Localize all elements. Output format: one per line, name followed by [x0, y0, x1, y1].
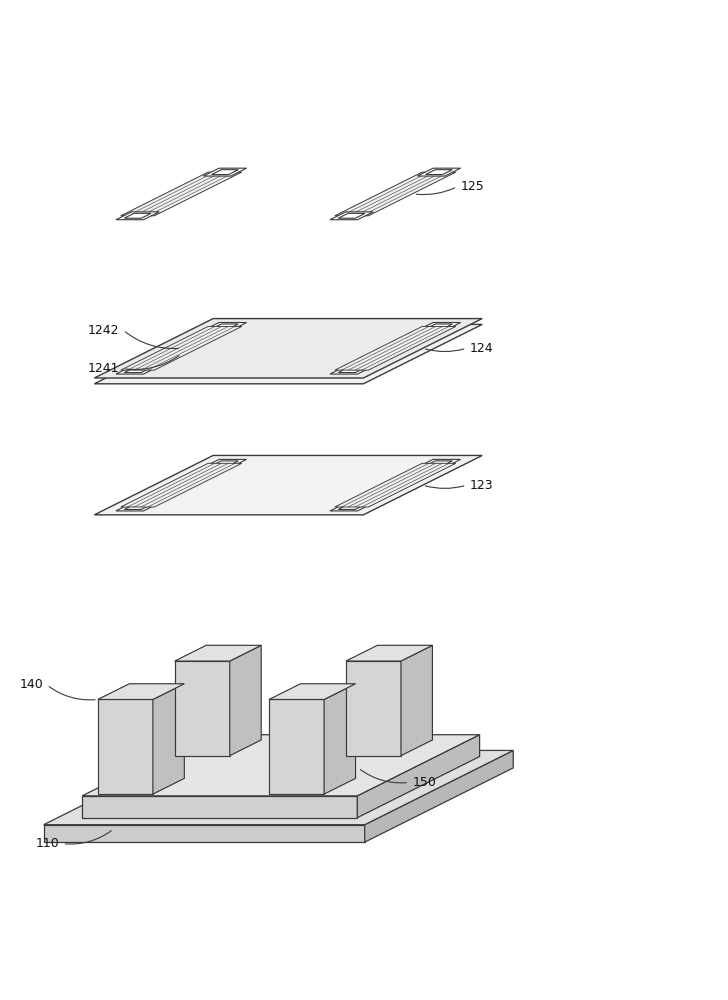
Polygon shape: [121, 326, 242, 370]
Polygon shape: [426, 461, 452, 466]
Polygon shape: [121, 172, 242, 216]
Polygon shape: [330, 366, 373, 374]
Text: 110: 110: [35, 837, 59, 850]
Polygon shape: [203, 459, 247, 467]
Polygon shape: [153, 684, 184, 794]
Polygon shape: [417, 323, 461, 330]
Text: 125: 125: [461, 180, 485, 193]
Polygon shape: [116, 212, 159, 220]
Polygon shape: [203, 323, 247, 330]
Polygon shape: [346, 661, 401, 756]
Polygon shape: [82, 735, 480, 796]
Text: 123: 123: [470, 479, 494, 492]
Polygon shape: [230, 645, 261, 756]
Polygon shape: [116, 366, 159, 374]
Polygon shape: [330, 503, 373, 511]
Polygon shape: [339, 213, 365, 218]
Polygon shape: [269, 684, 355, 699]
Polygon shape: [124, 368, 151, 373]
Polygon shape: [116, 503, 159, 511]
Polygon shape: [324, 684, 355, 794]
Polygon shape: [44, 825, 365, 842]
Polygon shape: [175, 645, 261, 661]
Polygon shape: [98, 684, 184, 699]
Polygon shape: [175, 661, 230, 756]
Text: 150: 150: [413, 776, 437, 789]
Polygon shape: [95, 455, 482, 515]
Polygon shape: [124, 505, 151, 509]
Text: 140: 140: [20, 678, 43, 691]
Polygon shape: [401, 645, 432, 756]
Polygon shape: [203, 168, 247, 176]
Polygon shape: [426, 324, 452, 329]
Polygon shape: [212, 324, 238, 329]
Polygon shape: [417, 459, 461, 467]
Text: 1242: 1242: [88, 324, 119, 337]
Polygon shape: [335, 172, 456, 216]
Text: 1241: 1241: [88, 362, 119, 375]
Polygon shape: [357, 735, 480, 818]
Polygon shape: [269, 699, 324, 794]
Polygon shape: [124, 213, 151, 218]
Polygon shape: [339, 368, 365, 373]
Polygon shape: [417, 168, 461, 176]
Text: 124: 124: [470, 342, 494, 355]
Polygon shape: [346, 645, 432, 661]
Polygon shape: [82, 796, 357, 818]
Polygon shape: [44, 750, 513, 825]
Polygon shape: [426, 170, 452, 175]
Polygon shape: [335, 326, 456, 370]
Polygon shape: [339, 505, 365, 509]
Polygon shape: [212, 461, 238, 466]
Polygon shape: [121, 463, 242, 507]
Polygon shape: [335, 463, 456, 507]
Polygon shape: [212, 170, 238, 175]
Polygon shape: [330, 212, 373, 220]
Polygon shape: [365, 750, 513, 842]
Polygon shape: [95, 324, 482, 384]
Polygon shape: [98, 699, 153, 794]
Polygon shape: [95, 319, 482, 378]
